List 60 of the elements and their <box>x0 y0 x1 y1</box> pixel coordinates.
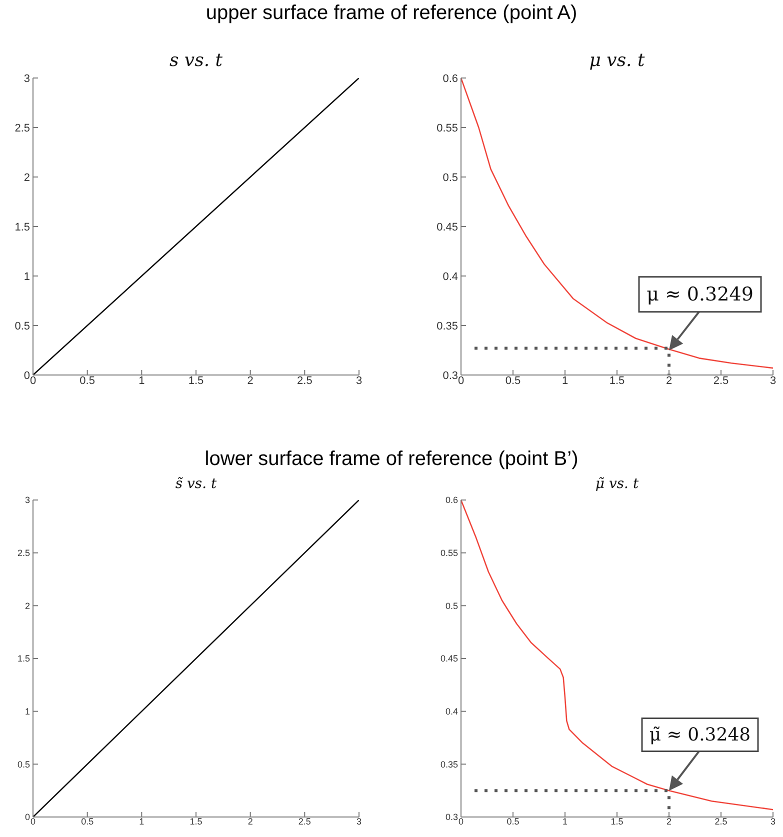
x-tick-label: 3 <box>770 374 776 387</box>
text: lower surface frame of reference (point B’) <box>204 448 580 471</box>
y-tick-label: 3 <box>24 495 30 506</box>
x-tick-label: 1 <box>562 374 568 387</box>
y-tick-label: 0.55 <box>436 122 458 134</box>
x-tick-label: 1 <box>138 374 145 387</box>
x-tick-label: 2.5 <box>298 816 311 826</box>
y-tick-label: 0.3 <box>445 812 458 822</box>
y-tick-label: 1 <box>24 270 30 283</box>
chart-title: μ vs. t <box>588 50 646 71</box>
y-tick-label: 2 <box>24 600 30 611</box>
y-tick-label: 0.3 <box>442 370 458 382</box>
x-tick-label: 3 <box>356 816 362 826</box>
y-tick-label: 0.35 <box>440 759 458 770</box>
x-tick-label: 2 <box>247 374 254 387</box>
x-tick-label: 1 <box>139 816 144 826</box>
y-tick-label: 0.6 <box>442 72 458 85</box>
y-tick-label: 2 <box>24 172 30 184</box>
y-tick-label: 0.5 <box>445 600 458 611</box>
x-tick-label: 2.5 <box>297 374 312 387</box>
y-tick-label: 0.4 <box>445 706 458 717</box>
x-tick-label: 0.5 <box>505 374 521 387</box>
x-tick-label: 1.5 <box>609 374 625 387</box>
x-tick-label: 2.5 <box>714 816 728 826</box>
y-tick-label: 1.5 <box>14 221 30 234</box>
y-tick-label: 1 <box>24 706 30 717</box>
line-series <box>461 500 773 810</box>
x-tick-label: 3 <box>356 374 362 387</box>
chart-title: s̃ vs. t <box>174 476 218 492</box>
y-tick-label: 1.5 <box>17 654 30 664</box>
y-tick-label: 0.5 <box>17 759 30 770</box>
y-tick-label: 0.45 <box>440 654 458 664</box>
x-tick-label: 1 <box>562 816 568 826</box>
chart-title: s vs. t <box>168 50 224 71</box>
x-tick-label: 1.5 <box>190 816 202 826</box>
x-tick-label: 2.5 <box>713 374 729 387</box>
x-tick-label: 2 <box>666 816 672 826</box>
x-tick-label: 0.5 <box>81 816 94 826</box>
y-tick-label: 0.4 <box>442 270 458 283</box>
y-tick-label: 0.5 <box>14 320 30 332</box>
x-tick-label: 1.5 <box>188 374 204 387</box>
y-tick-label: 2.5 <box>17 548 30 558</box>
x-tick-label: 2 <box>666 374 672 387</box>
chart-title: μ̃ vs. t <box>594 476 640 492</box>
y-tick-label: 0.45 <box>436 221 458 234</box>
y-tick-label: 0.55 <box>440 548 458 558</box>
x-tick-label: 0.5 <box>506 816 520 826</box>
annotation: μ ≈ 0.3249 <box>646 283 754 306</box>
y-tick-label: 3 <box>24 72 30 85</box>
x-tick-label: 1.5 <box>610 816 624 826</box>
x-tick-label: 2 <box>248 816 253 826</box>
x-tick-label: 0.5 <box>80 374 95 387</box>
y-tick-label: 2.5 <box>14 122 30 134</box>
y-tick-label: 0.35 <box>436 320 458 332</box>
y-tick-label: 0.5 <box>442 172 458 184</box>
text: upper surface frame of reference (point A) <box>204 2 578 25</box>
line-series <box>461 78 773 369</box>
x-tick-label: 3 <box>770 816 776 826</box>
y-tick-label: 0.6 <box>445 495 458 506</box>
annotation: μ̃ ≈ 0.3248 <box>649 724 751 746</box>
